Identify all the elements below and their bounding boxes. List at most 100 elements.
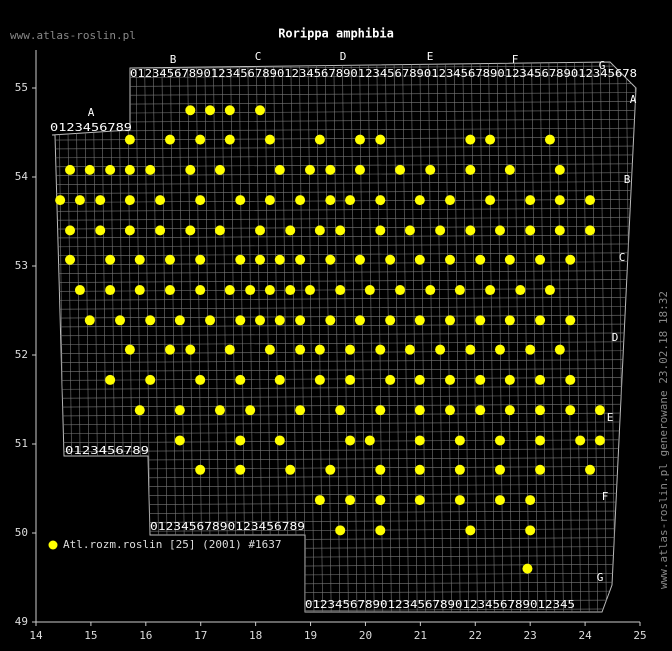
grid-label: D — [340, 50, 347, 63]
record-dot — [535, 405, 546, 416]
record-dot — [375, 525, 386, 536]
x-tick-label: 16 — [139, 629, 152, 642]
record-dot — [504, 315, 515, 326]
record-dot — [525, 495, 536, 506]
record-dot — [414, 405, 425, 416]
record-dot — [475, 315, 486, 326]
record-dot — [224, 134, 235, 145]
grid-label: F — [602, 490, 609, 503]
record-dot — [55, 195, 66, 206]
grid-line-minor — [591, 62, 599, 612]
grid-line-minor — [52, 279, 636, 283]
x-tick-label: 24 — [578, 629, 592, 642]
record-dot — [325, 254, 336, 265]
grid-label: F — [512, 53, 519, 66]
grid-label: 0123456789012345678901234567890123456789… — [130, 67, 637, 80]
grid-line-minor — [84, 62, 91, 612]
record-dot — [65, 254, 76, 265]
record-dot — [255, 225, 266, 236]
record-dot — [535, 464, 546, 475]
record-dot — [224, 285, 235, 296]
record-dot — [345, 344, 356, 355]
record-dot — [174, 435, 185, 446]
record-dot — [65, 164, 76, 175]
footer: www.atlas-roslin.pl generowane 23.02.18 … — [657, 291, 670, 589]
record-dot — [525, 525, 536, 536]
record-dot — [345, 374, 356, 385]
grid-line-minor — [109, 62, 117, 612]
record-dot — [295, 405, 306, 416]
record-dot — [354, 164, 365, 175]
record-dot — [594, 405, 605, 416]
grid-line-minor — [479, 62, 487, 612]
record-dot — [454, 435, 465, 446]
record-dot — [535, 374, 546, 385]
record-dot — [494, 225, 505, 236]
record-dot — [445, 405, 456, 416]
record-dot — [375, 225, 386, 236]
record-dot — [414, 254, 425, 265]
record-dot — [195, 285, 206, 296]
record-dot — [504, 164, 515, 175]
x-tick-label: 23 — [524, 629, 537, 642]
grid-line-minor — [52, 466, 636, 470]
record-dot — [525, 225, 536, 236]
grid-line-minor — [52, 368, 636, 372]
record-dot — [314, 374, 325, 385]
record-dot — [145, 374, 156, 385]
record-dot — [295, 254, 306, 265]
grid-label: 0123456789 — [50, 121, 132, 134]
grid-line-minor — [52, 163, 636, 168]
record-dot — [264, 344, 275, 355]
grid-line-minor — [333, 62, 341, 612]
grid-line-minor — [453, 62, 461, 612]
record-dot — [235, 374, 246, 385]
record-dot — [335, 225, 346, 236]
record-dot — [185, 225, 196, 236]
record-dot — [395, 285, 406, 296]
grid-line-minor — [608, 62, 616, 612]
grid-line-minor — [75, 62, 83, 612]
grid-line-minor — [52, 208, 636, 212]
grid-line-minor — [52, 510, 636, 515]
x-tick-label: 22 — [469, 629, 482, 642]
record-dot — [404, 225, 415, 236]
record-dot — [475, 254, 486, 265]
record-dot — [335, 285, 346, 296]
grid-line-minor — [52, 296, 636, 301]
y-tick-label: 51 — [15, 437, 28, 450]
grid-line-minor — [52, 563, 636, 568]
grid-line-minor — [574, 62, 581, 612]
record-dot — [594, 435, 605, 446]
record-dot — [124, 225, 135, 236]
record-dot — [285, 225, 296, 236]
grid-line-minor — [385, 62, 392, 612]
record-dot — [485, 134, 496, 145]
grid-line-minor — [617, 62, 624, 612]
x-tick-label: 17 — [194, 629, 207, 642]
grid-line-minor — [101, 62, 108, 612]
record-dot — [124, 134, 135, 145]
record-dot — [164, 344, 175, 355]
record-dot — [84, 164, 95, 175]
record-dot — [465, 134, 476, 145]
record-dot — [445, 374, 456, 385]
record-dot — [105, 285, 116, 296]
grid-line-minor — [582, 62, 590, 612]
grid-line-minor — [52, 172, 636, 176]
record-dot — [335, 405, 346, 416]
record-dot — [105, 374, 116, 385]
grid-line-minor — [52, 555, 636, 559]
record-dot — [525, 195, 536, 206]
grid-line-minor — [52, 145, 636, 150]
grid-label: E — [427, 50, 434, 63]
grid-line-minor — [52, 439, 636, 444]
record-dot — [255, 254, 266, 265]
record-dot — [134, 285, 145, 296]
grid-line-minor — [52, 403, 636, 408]
record-dot — [504, 405, 515, 416]
record-dot — [465, 525, 476, 536]
x-tick-label: 20 — [359, 629, 372, 642]
grid-line-minor — [52, 519, 636, 524]
